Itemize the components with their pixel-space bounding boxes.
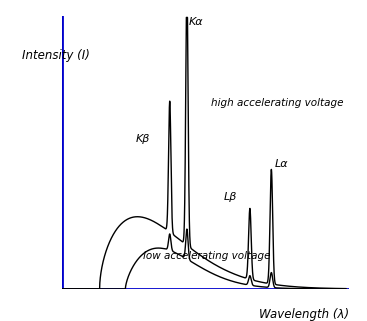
Text: Kα: Kα bbox=[188, 17, 203, 27]
Text: high accelerating voltage: high accelerating voltage bbox=[211, 98, 344, 108]
Text: Wavelength (λ): Wavelength (λ) bbox=[258, 308, 349, 321]
Text: low accelerating voltage: low accelerating voltage bbox=[142, 251, 270, 261]
Text: Kβ: Kβ bbox=[135, 134, 150, 144]
Text: Intensity (I): Intensity (I) bbox=[22, 49, 90, 62]
Text: Lα: Lα bbox=[274, 159, 288, 169]
Text: Lβ: Lβ bbox=[224, 192, 237, 202]
